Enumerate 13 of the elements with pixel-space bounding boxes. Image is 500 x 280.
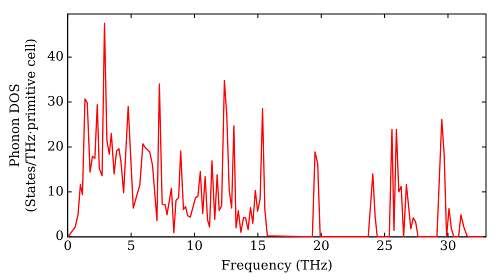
x-tick-label: 5 xyxy=(126,238,136,254)
y-tick-label: 30 xyxy=(47,94,64,110)
x-tick-label: 20 xyxy=(312,238,330,254)
x-tick-label: 10 xyxy=(186,238,203,254)
x-tick-label: 30 xyxy=(440,238,456,254)
y-tick-label: 40 xyxy=(47,50,64,64)
y-axis-title: Phonon DOS (States/THz·primitive cell) xyxy=(8,38,39,212)
x-tick-label: 25 xyxy=(376,238,393,254)
x-tick-label: 15 xyxy=(250,238,266,254)
y-tick-label: 10 xyxy=(47,184,64,200)
y-tick-label: 0 xyxy=(55,229,64,244)
x-axis-title: Frequency (THz) xyxy=(221,258,333,274)
y-tick-label: 20 xyxy=(47,139,64,154)
